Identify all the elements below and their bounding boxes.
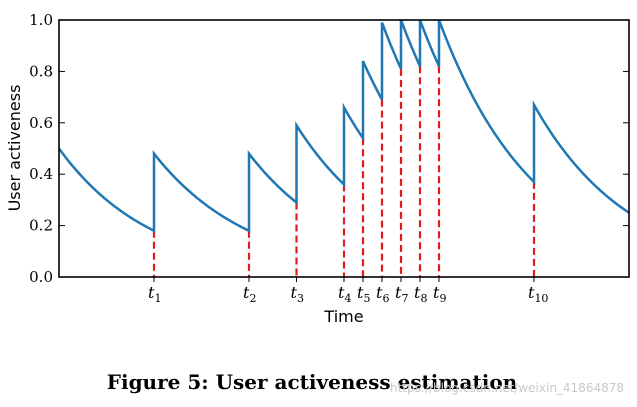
y-tick-label: 0.2 [29, 217, 53, 235]
x-event-label-5: t5 [357, 283, 370, 305]
activeness-series-line [57, 19, 630, 233]
x-event-label-6: t6 [376, 283, 389, 305]
y-tick-label: 1.0 [29, 11, 53, 29]
x-axis-event-labels: t1 t2 t3 t4 t5 t6 t7 t8 t9 t10 [148, 277, 548, 305]
x-event-label-9: t9 [433, 283, 446, 305]
x-axis-label: Time [323, 307, 363, 326]
figure-caption: Figure 5: User activeness estimation [107, 370, 518, 394]
y-axis-label: User activeness [5, 85, 24, 212]
x-event-label-4: t4 [338, 283, 351, 305]
event-markers [152, 66, 536, 277]
x-event-label-3: t3 [291, 283, 304, 305]
x-event-label-10: t10 [528, 283, 548, 305]
y-tick-label: 0.6 [29, 114, 53, 132]
x-event-label-1: t1 [148, 283, 161, 305]
x-event-label-8: t8 [414, 283, 427, 305]
x-event-label-2: t2 [243, 283, 256, 305]
watermark-text: https://blog.csdn.net/weixin_41864878 [390, 381, 624, 395]
y-axis-ticks: 0.0 0.2 0.4 0.6 0.8 1.0 [29, 11, 629, 286]
x-event-label-7: t7 [395, 283, 408, 305]
y-tick-label: 0.4 [29, 165, 53, 183]
y-tick-label: 0.0 [29, 268, 53, 286]
y-tick-label: 0.8 [29, 62, 53, 80]
